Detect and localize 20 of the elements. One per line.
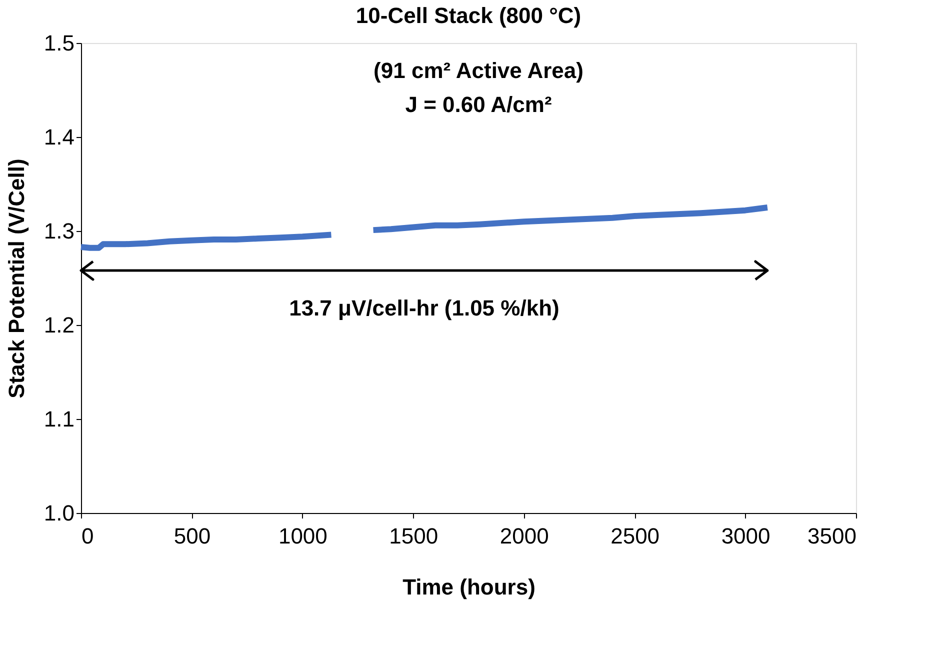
y-tick-label: 1.5 [44,30,74,56]
x-tick-label: 3000 [721,524,770,548]
x-tick-label: 2000 [500,524,549,548]
x-tick-label: 2500 [610,524,660,548]
x-axis-title: Time (hours) [402,574,536,600]
x-tick-label: 500 [174,524,211,548]
y-tick-label: 1.2 [44,312,74,338]
y-tick-label: 1.0 [44,500,74,526]
annotation: J = 0.60 A/cm² [405,92,552,117]
chart-title: 10-Cell Stack (800 °C) [356,3,582,28]
x-tick-label: 1000 [278,524,328,548]
x-tick-label: 3500 [808,524,856,548]
y-tick-label: 1.4 [44,124,74,150]
y-tick-label: 1.1 [44,406,74,432]
y-axis-title: Stack Potential (V/Cell) [4,158,29,398]
x-tick-label: 1500 [389,524,438,548]
ref-line-label: 13.7 μV/cell-hr (1.05 %/kh) [289,295,560,320]
y-tick-label: 1.3 [44,218,74,244]
x-tick-label: 0 [82,524,94,548]
annotation: (91 cm² Active Area) [374,58,584,83]
